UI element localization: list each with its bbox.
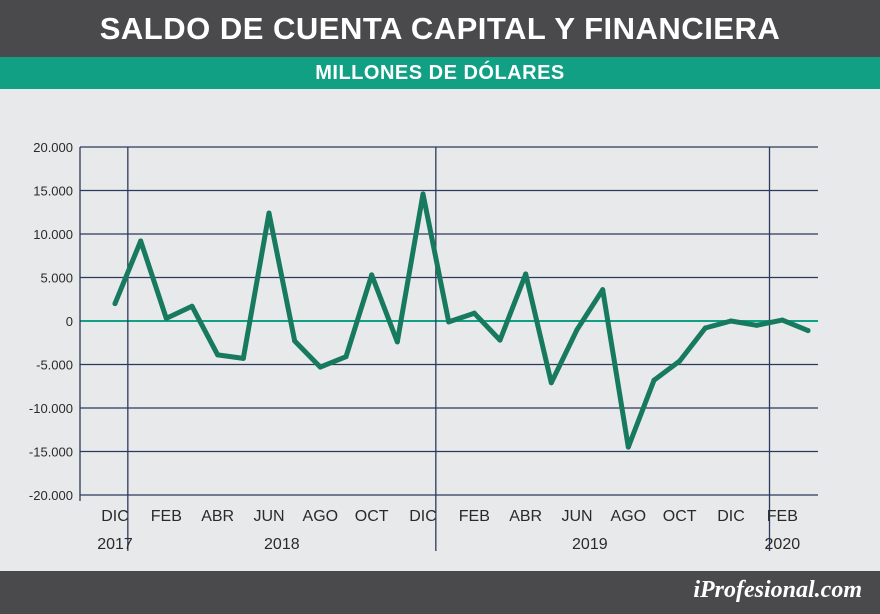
x-tick-label: FEB bbox=[459, 508, 490, 525]
y-tick-label: -20.000 bbox=[29, 488, 73, 503]
series-line bbox=[112, 191, 811, 450]
y-tick-label: 0 bbox=[66, 314, 73, 329]
data-point bbox=[574, 327, 580, 333]
x-tick-label: ABR bbox=[509, 508, 542, 525]
x-tick-label: ABR bbox=[201, 508, 234, 525]
data-point bbox=[779, 317, 785, 323]
y-tick-label: -5.000 bbox=[36, 358, 73, 373]
data-point bbox=[369, 272, 375, 278]
data-point bbox=[471, 310, 477, 316]
y-tick-label: 15.000 bbox=[33, 184, 73, 199]
data-point bbox=[215, 352, 221, 358]
y-tick-label: -15.000 bbox=[29, 445, 73, 460]
x-tick-label: AGO bbox=[611, 508, 647, 525]
data-point bbox=[600, 287, 606, 293]
x-tick-label: OCT bbox=[355, 508, 389, 525]
data-point bbox=[112, 301, 118, 307]
data-point bbox=[317, 364, 323, 370]
data-point bbox=[677, 358, 683, 364]
x-tick-label: JUN bbox=[561, 508, 592, 525]
data-point bbox=[446, 319, 452, 325]
data-point bbox=[805, 328, 811, 334]
data-point bbox=[728, 318, 734, 324]
chart-subtitle: MILLONES DE DÓLARES bbox=[0, 57, 880, 89]
data-point bbox=[266, 210, 272, 216]
data-point bbox=[163, 315, 169, 321]
series bbox=[112, 191, 811, 450]
data-point bbox=[292, 338, 298, 344]
x-tick-label: FEB bbox=[151, 508, 182, 525]
data-point bbox=[138, 238, 144, 244]
data-point bbox=[548, 380, 554, 386]
x-tick-label: OCT bbox=[663, 508, 697, 525]
data-point bbox=[189, 303, 195, 309]
data-point bbox=[420, 191, 426, 197]
data-point bbox=[651, 377, 657, 383]
x-tick-label: DIC bbox=[409, 508, 437, 525]
x-tick-label: DIC bbox=[717, 508, 745, 525]
y-tick-label: 10.000 bbox=[33, 227, 73, 242]
x-tick-label: FEB bbox=[767, 508, 798, 525]
data-point bbox=[497, 337, 503, 343]
chart-area: 20.000 15.000 10.000 5.000 0 -5.000 -10.000 -15… bbox=[0, 89, 880, 571]
year-label: 2018 bbox=[264, 536, 300, 553]
x-tick-label: DIC bbox=[101, 508, 129, 525]
x-tick-label: JUN bbox=[253, 508, 284, 525]
data-point bbox=[754, 322, 760, 328]
footer-bar: iProfesional.com bbox=[0, 571, 880, 614]
data-point bbox=[523, 271, 529, 277]
brand-logo-text: iProfesional.com bbox=[693, 577, 862, 603]
year-dividers bbox=[127, 147, 771, 551]
line-chart: 20.000 15.000 10.000 5.000 0 -5.000 -10.000 -15… bbox=[29, 140, 818, 553]
y-axis-ticks: 20.000 15.000 10.000 5.000 0 -5.000 -10.000 -15… bbox=[29, 140, 73, 503]
data-point bbox=[702, 325, 708, 331]
year-label: 2017 bbox=[97, 536, 133, 553]
data-point bbox=[240, 355, 246, 361]
year-label: 2019 bbox=[572, 536, 608, 553]
year-label: 2020 bbox=[765, 536, 801, 553]
data-point bbox=[625, 444, 631, 450]
chart-title: SALDO DE CUENTA CAPITAL Y FINANCIERA bbox=[0, 0, 880, 57]
data-point bbox=[394, 339, 400, 345]
y-tick-label: -10.000 bbox=[29, 401, 73, 416]
x-tick-label: AGO bbox=[303, 508, 339, 525]
y-tick-label: 20.000 bbox=[33, 140, 73, 155]
y-tick-label: 5.000 bbox=[40, 271, 73, 286]
data-point bbox=[343, 354, 349, 360]
x-axis-labels: DIC FEB ABR JUN AGO OCT DIC FEB ABR JUN AGO OCT DIC F… bbox=[97, 508, 800, 553]
